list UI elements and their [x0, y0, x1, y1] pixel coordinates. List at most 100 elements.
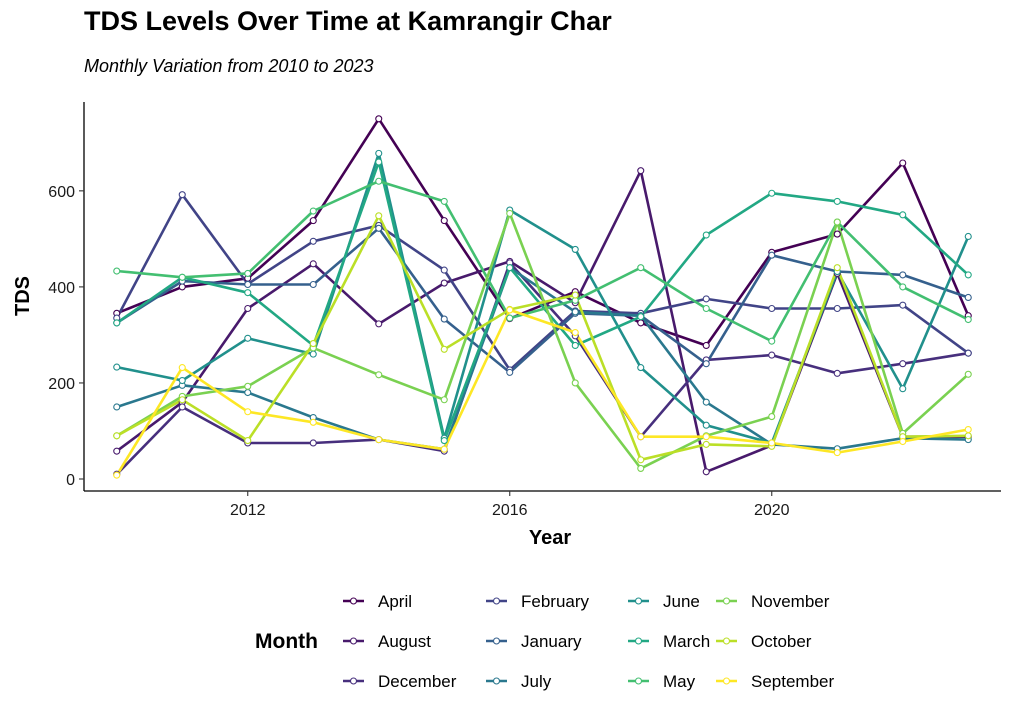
series-line-may: [115, 179, 970, 343]
data-point-november: [440, 396, 448, 404]
data-point-june: [702, 421, 710, 429]
y-tick-label: 400: [48, 280, 75, 297]
legend-label: September: [751, 672, 834, 691]
legend-item-january: January: [486, 632, 582, 651]
data-point-june: [375, 149, 383, 157]
data-point-november: [375, 371, 383, 379]
data-point-june: [244, 334, 252, 342]
legend-key-point: [722, 677, 731, 685]
data-point-may: [309, 207, 317, 215]
data-point-may: [768, 337, 776, 345]
chart-title: TDS Levels Over Time at Kamrangir Char: [84, 6, 612, 36]
data-point-september: [964, 425, 972, 434]
data-point-july: [571, 308, 579, 316]
data-point-november: [637, 464, 645, 472]
series-lines: [115, 117, 970, 477]
series-line-november: [115, 212, 970, 470]
data-point-may: [440, 197, 448, 205]
data-point-august: [309, 260, 317, 268]
legend-item-november: November: [716, 592, 830, 611]
data-point-november: [244, 382, 252, 390]
data-point-march: [964, 271, 972, 279]
data-point-may: [244, 269, 252, 277]
data-point-november: [964, 370, 972, 378]
series-line-march: [115, 160, 970, 442]
data-point-april: [637, 319, 645, 327]
axes: [83, 102, 1001, 492]
x-axis-title: Year: [529, 527, 571, 549]
legend-key-point: [492, 637, 501, 645]
data-point-september: [833, 449, 841, 457]
data-point-october: [702, 440, 710, 448]
data-point-september: [375, 436, 383, 444]
legend: Month April August December February January…: [255, 592, 834, 691]
data-point-march: [702, 231, 710, 239]
data-point-september: [309, 418, 317, 426]
data-point-february: [309, 237, 317, 245]
data-point-april: [178, 283, 186, 291]
data-point-october: [964, 432, 972, 440]
data-point-april: [440, 217, 448, 225]
legend-item-july: July: [486, 672, 552, 691]
data-point-april: [375, 115, 383, 123]
data-point-september: [702, 433, 710, 441]
data-point-march: [440, 437, 448, 445]
data-point-august: [702, 468, 710, 476]
legend-item-march: March: [628, 632, 710, 651]
data-point-august: [113, 447, 121, 455]
data-point-march: [113, 319, 121, 327]
data-point-march: [244, 289, 252, 297]
data-point-february: [702, 295, 710, 303]
data-point-january: [899, 271, 907, 279]
legend-key-point: [349, 677, 358, 685]
legend-key-point: [349, 597, 358, 605]
series-line-july: [115, 266, 970, 451]
data-point-october: [178, 396, 186, 404]
data-point-november: [506, 209, 514, 217]
legend-label: November: [751, 592, 830, 611]
data-point-october: [309, 340, 317, 348]
data-point-december: [833, 369, 841, 377]
data-point-december: [309, 439, 317, 447]
data-point-july: [702, 398, 710, 406]
legend-item-june: June: [628, 592, 700, 611]
legend-label: October: [751, 632, 812, 651]
data-point-october: [244, 437, 252, 445]
legend-item-february: February: [486, 592, 590, 611]
legend-key-point: [722, 597, 731, 605]
data-point-july: [113, 403, 121, 411]
data-point-february: [768, 304, 776, 313]
legend-item-august: August: [343, 632, 431, 651]
data-point-september: [637, 433, 645, 441]
data-point-october: [571, 291, 579, 299]
data-point-september: [244, 408, 252, 416]
data-point-december: [899, 360, 907, 368]
legend-label: July: [521, 672, 552, 691]
data-point-september: [178, 364, 186, 372]
x-ticks: 2012 2016 2020: [230, 491, 790, 519]
legend-key-point: [634, 677, 643, 685]
legend-label: April: [378, 592, 412, 611]
data-point-may: [964, 316, 972, 324]
data-point-june: [899, 385, 907, 393]
data-point-september: [899, 437, 907, 446]
y-axis-title: TDS: [12, 276, 34, 316]
data-point-may: [375, 177, 383, 185]
data-point-january: [768, 251, 776, 259]
data-point-may: [702, 304, 710, 313]
data-point-january: [375, 224, 383, 232]
data-point-august: [440, 279, 448, 287]
data-point-june: [964, 232, 972, 241]
data-point-february: [178, 191, 186, 199]
data-point-august: [244, 304, 252, 313]
series-line-february: [115, 193, 970, 372]
data-point-july: [244, 388, 252, 397]
data-point-october: [113, 432, 121, 440]
legend-item-april: April: [343, 592, 412, 611]
y-tick-label: 200: [48, 376, 75, 393]
data-point-march: [571, 341, 579, 350]
legend-key-point: [634, 597, 643, 605]
legend-key-point: [349, 637, 358, 645]
legend-item-december: December: [343, 672, 457, 691]
